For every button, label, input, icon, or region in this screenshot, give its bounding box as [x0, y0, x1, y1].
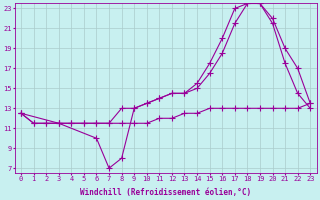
X-axis label: Windchill (Refroidissement éolien,°C): Windchill (Refroidissement éolien,°C) — [80, 188, 251, 197]
